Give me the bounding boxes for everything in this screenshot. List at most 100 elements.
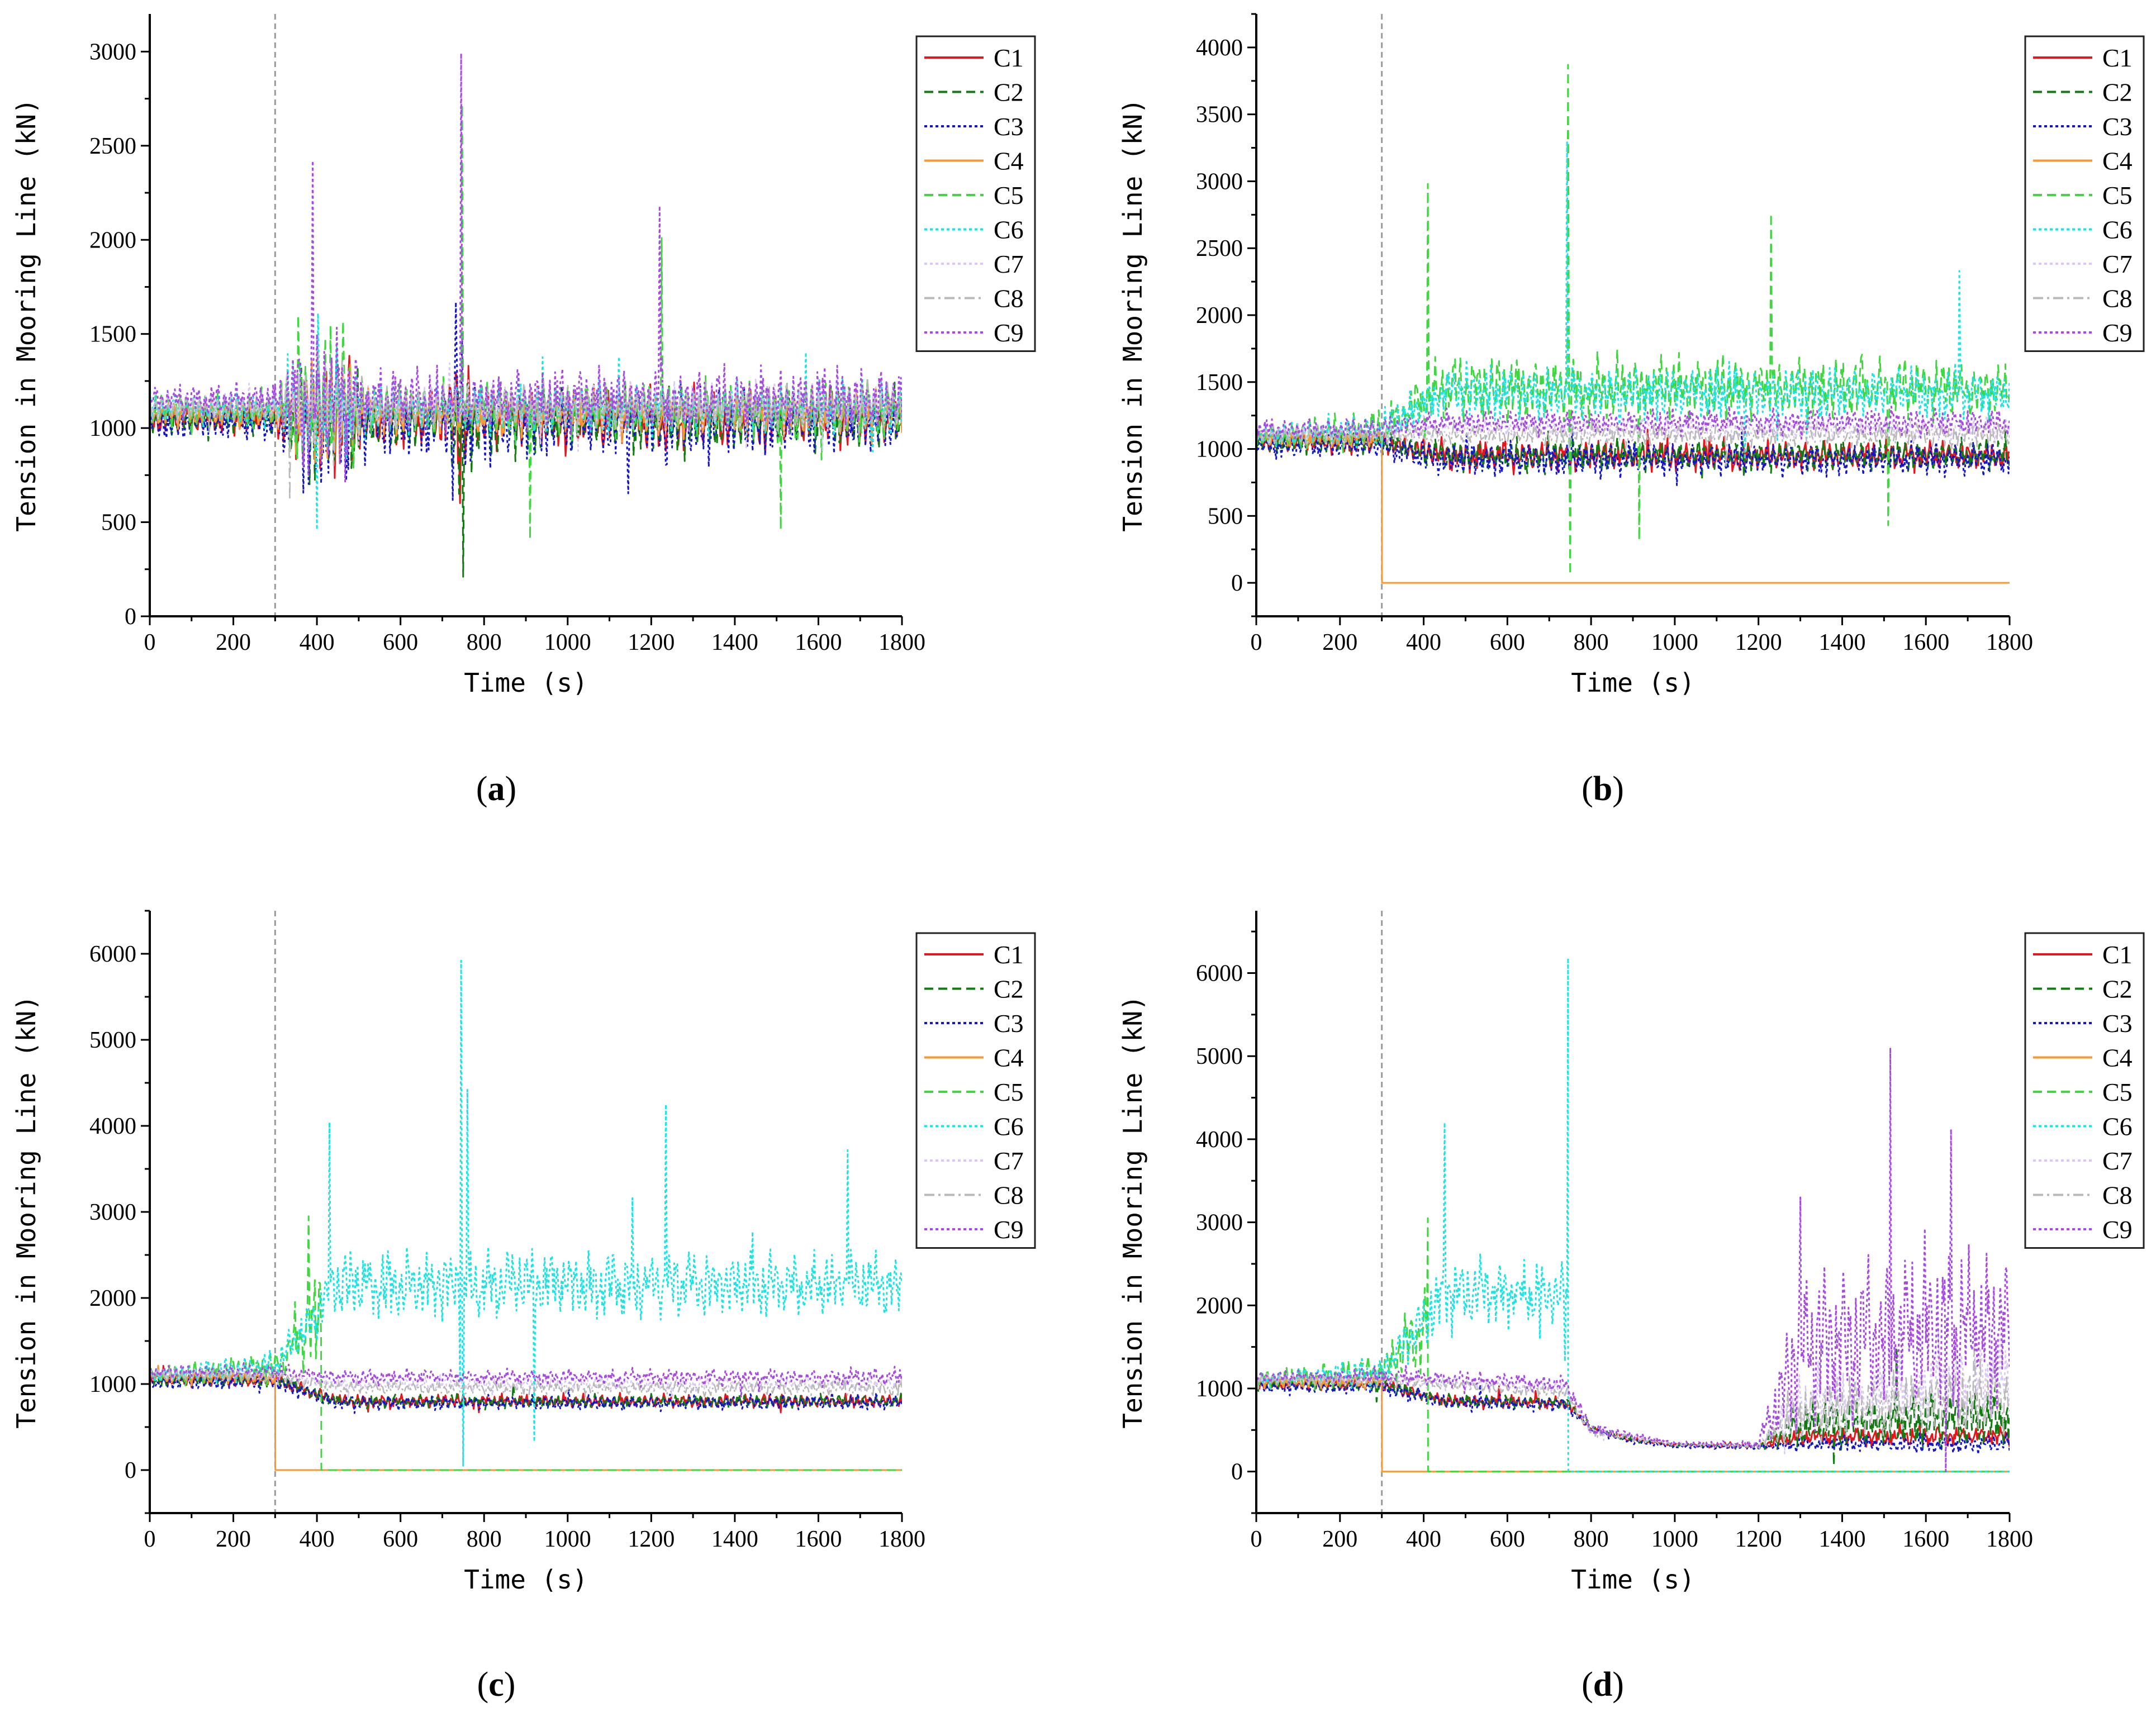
- series-group: [1256, 64, 2010, 584]
- x-tick-label: 0: [144, 630, 156, 655]
- legend-box: [915, 932, 1036, 1249]
- x-tick-label: 1600: [1902, 1526, 1949, 1552]
- y-tick-label: 2500: [89, 134, 136, 159]
- x-tick-label: 1000: [544, 1526, 591, 1552]
- y-tick-label: 6000: [1196, 961, 1243, 987]
- legend-label-c4: C4: [2102, 1044, 2133, 1072]
- legend-label-c7: C7: [2102, 1147, 2133, 1175]
- x-tick-label: 0: [144, 1526, 156, 1552]
- x-tick-label: 1400: [711, 630, 758, 655]
- chart-panel-b: 0 200 400 600 800 1000 1200 1400 1600 1800 0 500 100…: [1118, 13, 2145, 808]
- series-line-c8: [1256, 1347, 2010, 1449]
- legend: C1 C2 C3 C4 C5 C6 C7 C8 C9: [2024, 932, 2145, 1249]
- legend-label-c5: C5: [2102, 1078, 2133, 1106]
- x-tick-label: 1800: [1986, 1526, 2033, 1552]
- y-tick-label: 6000: [89, 941, 136, 967]
- x-tick-label: 1200: [1735, 1526, 1782, 1552]
- y-tick-label: 4000: [89, 1114, 136, 1139]
- y-tick-label: 3000: [1196, 169, 1243, 194]
- legend: C1 C2 C3 C4 C5 C6 C7 C8 C9: [915, 35, 1036, 352]
- y-tick-label: 2000: [1196, 1293, 1243, 1319]
- series-group: [150, 959, 902, 1471]
- y-tick-label: 1500: [1196, 370, 1243, 396]
- series-line-c8: [150, 1368, 902, 1399]
- y-tick-label: 4000: [1196, 1127, 1243, 1153]
- x-tick-label: 1400: [1818, 1526, 1865, 1552]
- series-group: [1256, 957, 2010, 1473]
- x-tick-label: 1000: [1651, 1526, 1698, 1552]
- legend-label-c2: C2: [2102, 975, 2133, 1004]
- chart-panel-c: 0 200 400 600 800 1000 1200 1400 1600 1800 0 1000 20…: [11, 910, 1036, 1704]
- series-line-c9: [150, 53, 902, 483]
- x-tick-label: 1400: [1818, 630, 1865, 655]
- x-tick-label: 1000: [1651, 630, 1698, 655]
- y-tick-label: 0: [1231, 570, 1243, 596]
- x-tick-label: 200: [1322, 630, 1357, 655]
- y-axis-title: Tension in Mooring Line (kN): [1118, 98, 1148, 531]
- series-line-c9: [150, 1362, 902, 1399]
- x-tick-label: 400: [300, 630, 335, 655]
- y-tick-label: 500: [101, 510, 136, 536]
- x-axis-title: Time (s): [1571, 1564, 1695, 1595]
- x-tick-label: 1800: [1986, 630, 2033, 655]
- x-tick-label: 0: [1251, 1526, 1262, 1552]
- series-group: [150, 53, 902, 578]
- series-line-c9: [1256, 1047, 2010, 1472]
- y-tick-label: 3000: [89, 1200, 136, 1225]
- y-tick-label: 1000: [1196, 437, 1243, 463]
- y-tick-label: 1000: [89, 416, 136, 441]
- legend-label-c5: C5: [994, 181, 1024, 210]
- chart-panel-d: 0 200 400 600 800 1000 1200 1400 1600 1800 0 1000 20…: [1118, 911, 2145, 1704]
- legend-label-c8: C8: [2102, 1181, 2133, 1210]
- y-tick-label: 5000: [89, 1028, 136, 1053]
- legend-label-c1: C1: [994, 44, 1024, 72]
- panel-label: (b): [1582, 770, 1624, 808]
- series-line-c7: [1256, 413, 2010, 448]
- legend-label-c6: C6: [2102, 1112, 2133, 1141]
- series-line-c9: [1256, 405, 2010, 444]
- x-tick-label: 200: [216, 630, 251, 655]
- legend-label-c1: C1: [2102, 940, 2133, 969]
- legend-label-c8: C8: [994, 284, 1024, 313]
- y-tick-label: 2000: [89, 227, 136, 253]
- y-tick-label: 1000: [89, 1372, 136, 1397]
- legend-label-c2: C2: [994, 78, 1024, 107]
- legend-label-c1: C1: [2102, 44, 2133, 72]
- legend-label-c5: C5: [2102, 181, 2133, 210]
- x-tick-label: 1200: [628, 1526, 675, 1552]
- legend-label-c1: C1: [994, 940, 1024, 969]
- x-tick-label: 200: [1322, 1526, 1357, 1552]
- x-tick-label: 1000: [544, 630, 591, 655]
- series-line-c7: [150, 1367, 902, 1401]
- legend-label-c2: C2: [2102, 78, 2133, 107]
- x-axis-title: Time (s): [1571, 668, 1695, 698]
- legend-label-c5: C5: [994, 1078, 1024, 1106]
- x-tick-label: 400: [1406, 1526, 1441, 1552]
- y-tick-label: 3000: [89, 39, 136, 65]
- x-tick-label: 800: [1574, 1526, 1609, 1552]
- chart-panel-a: 0 200 400 600 800 1000 1200 1400 1600 1800 0 500 100…: [11, 14, 1036, 808]
- x-tick-label: 600: [383, 1526, 418, 1552]
- panel-label: (d): [1582, 1666, 1624, 1704]
- legend-label-c4: C4: [994, 1044, 1024, 1072]
- x-tick-label: 1800: [878, 630, 925, 655]
- legend-label-c7: C7: [994, 1147, 1024, 1175]
- y-tick-label: 2500: [1196, 236, 1243, 261]
- y-tick-label: 1500: [89, 322, 136, 348]
- legend-box: [915, 35, 1036, 352]
- x-axis-title: Time (s): [464, 1564, 588, 1595]
- x-tick-label: 600: [1490, 630, 1525, 655]
- legend-label-c4: C4: [2102, 147, 2133, 175]
- x-tick-label: 1600: [795, 630, 842, 655]
- panel-label: (a): [476, 770, 516, 808]
- legend-label-c4: C4: [994, 147, 1024, 175]
- legend-box: [2024, 35, 2145, 352]
- x-tick-label: 400: [1406, 630, 1441, 655]
- y-tick-label: 4000: [1196, 35, 1243, 61]
- x-tick-label: 400: [300, 1526, 335, 1552]
- y-tick-label: 0: [1231, 1459, 1243, 1485]
- legend-label-c6: C6: [2102, 216, 2133, 244]
- x-tick-label: 1800: [878, 1526, 925, 1552]
- x-tick-label: 1200: [1735, 630, 1782, 655]
- panel-label: (c): [477, 1666, 516, 1704]
